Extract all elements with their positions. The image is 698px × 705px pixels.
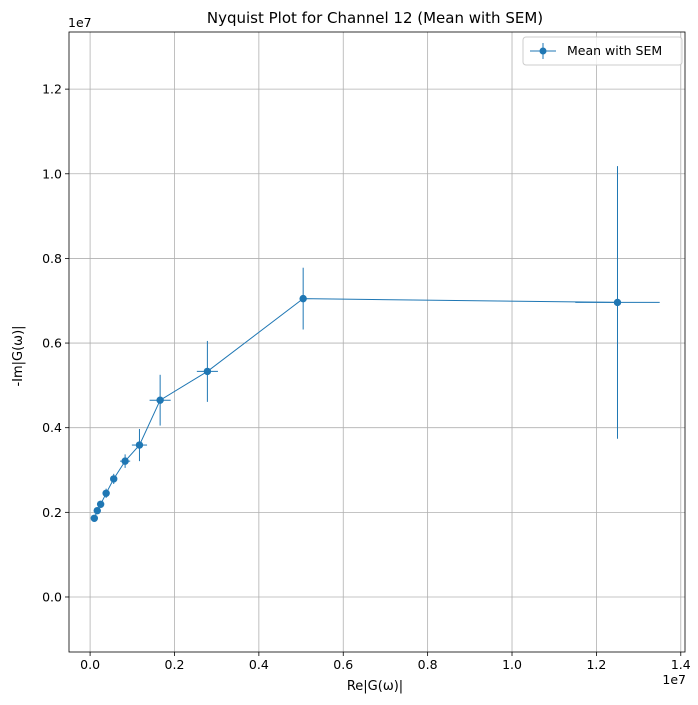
y-offset-label: 1e7 bbox=[68, 15, 92, 30]
axis-ticks: 0.0 0.2 0.4 0.6 0.8 1.0 1.2 1.4 0.0 0.2 0.4 0.6 0.8 1… bbox=[42, 82, 691, 672]
x-tick-label: 0.2 bbox=[165, 657, 185, 672]
plot-frame bbox=[68, 31, 686, 653]
y-tick-label: 0.8 bbox=[42, 251, 62, 266]
y-tick-label: 0.6 bbox=[42, 336, 62, 351]
data-point bbox=[203, 367, 212, 376]
x-tick-label: 1.4 bbox=[671, 657, 691, 672]
data-point bbox=[135, 441, 144, 449]
data-point bbox=[121, 457, 129, 465]
data-point bbox=[156, 396, 164, 404]
legend-marker bbox=[539, 47, 547, 55]
data-point bbox=[96, 500, 105, 509]
data-point bbox=[90, 514, 99, 522]
legend-box bbox=[522, 36, 683, 66]
x-tick-label: 0.8 bbox=[418, 657, 438, 672]
y-tick-label: 0.0 bbox=[42, 589, 62, 604]
data-point bbox=[299, 294, 307, 303]
chart-title: Nyquist Plot for Channel 12 (Mean with S… bbox=[207, 9, 543, 27]
y-axis-label: -Im|G(ω)| bbox=[11, 325, 26, 386]
x-tick-label: 0.0 bbox=[80, 657, 100, 672]
data-point bbox=[110, 475, 118, 483]
data-point bbox=[613, 298, 622, 307]
x-tick-label: 0.4 bbox=[249, 657, 269, 672]
x-tick-label: 1.2 bbox=[586, 657, 606, 672]
x-offset-label: 1e7 bbox=[662, 672, 686, 687]
x-tick-label: 0.6 bbox=[333, 657, 353, 672]
y-tick-label: 0.2 bbox=[42, 505, 62, 520]
data-point bbox=[102, 489, 110, 497]
y-tick-label: 0.4 bbox=[42, 420, 62, 435]
y-tick-label: 1.2 bbox=[42, 82, 62, 97]
data-point bbox=[93, 506, 101, 515]
y-tick-label: 1.0 bbox=[42, 166, 62, 181]
legend: Mean with SEM bbox=[522, 36, 683, 66]
data-series bbox=[90, 166, 660, 522]
legend-entry-label: Mean with SEM bbox=[567, 43, 662, 58]
grid-lines bbox=[69, 32, 685, 652]
x-tick-label: 1.0 bbox=[502, 657, 522, 672]
x-axis-label: Re|G(ω)| bbox=[347, 679, 403, 694]
